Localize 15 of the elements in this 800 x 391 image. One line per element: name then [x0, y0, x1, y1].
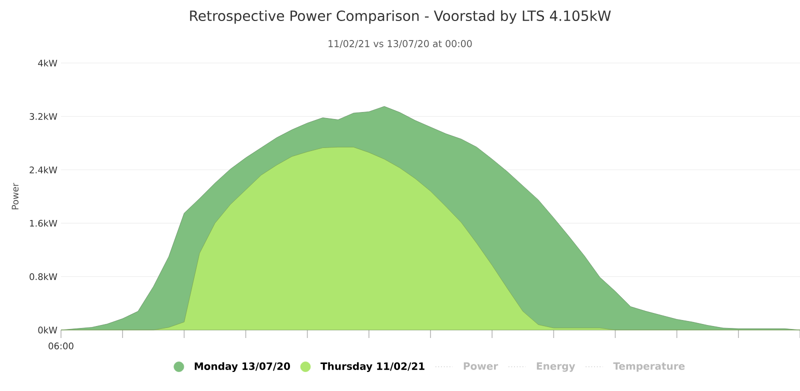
- y-tick-label: 1.6kW: [30, 220, 58, 227]
- legend-label: Monday 13/07/20: [194, 362, 290, 372]
- chart-title: Retrospective Power Comparison - Voorstad by LTS 4.105kW: [190, 10, 611, 24]
- y-tick-label: 2.4kW: [30, 166, 58, 174]
- y-tick-label: 3.2kW: [30, 112, 58, 120]
- legend-label: Thursday 11/02/21: [320, 362, 424, 372]
- y-axis-title: Power: [12, 182, 19, 210]
- text: Energy: [536, 362, 576, 372]
- text: Temperature: [613, 362, 685, 372]
- chart-subtitle: 11/02/21 vs 13/07/20 at 00:00: [328, 40, 472, 48]
- text: 06:00: [48, 342, 74, 350]
- y-tick-label: 4kW: [38, 60, 58, 66]
- text: Power: [464, 362, 498, 370]
- y-tick-label: 0.8kW: [30, 273, 58, 280]
- y-tick-label: 0kW: [38, 326, 58, 334]
